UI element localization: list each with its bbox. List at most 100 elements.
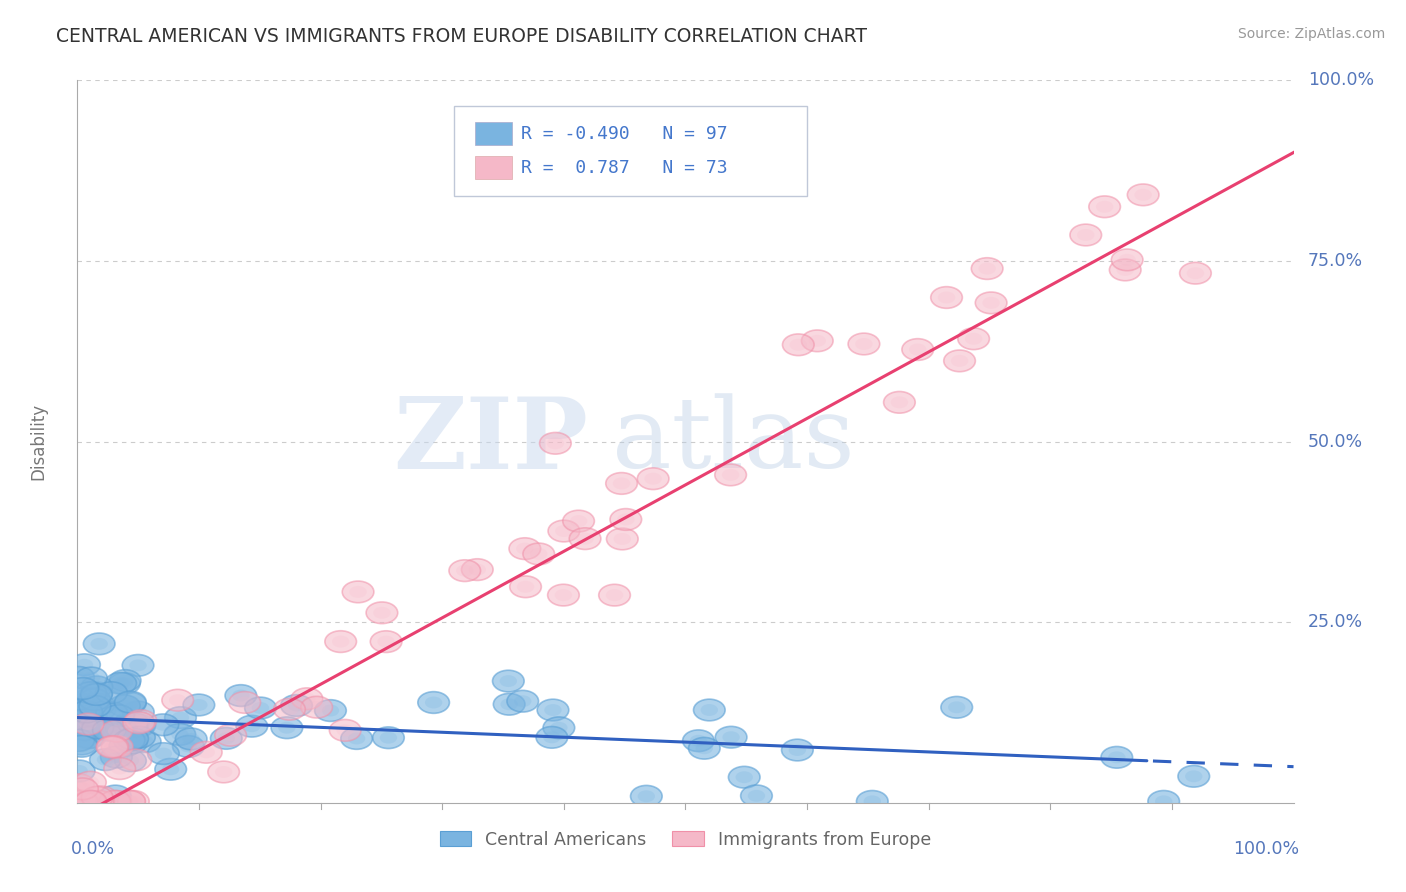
Ellipse shape — [537, 699, 569, 721]
Ellipse shape — [75, 681, 107, 704]
Ellipse shape — [122, 655, 153, 676]
Ellipse shape — [366, 602, 398, 624]
Ellipse shape — [1180, 262, 1211, 284]
Ellipse shape — [340, 728, 373, 749]
Ellipse shape — [118, 713, 149, 734]
Ellipse shape — [82, 796, 100, 807]
Ellipse shape — [638, 790, 655, 802]
Ellipse shape — [543, 731, 561, 743]
Ellipse shape — [114, 790, 145, 813]
Ellipse shape — [1178, 765, 1209, 787]
Ellipse shape — [418, 691, 450, 714]
Ellipse shape — [125, 796, 142, 807]
Ellipse shape — [748, 789, 765, 802]
Ellipse shape — [461, 558, 494, 581]
Ellipse shape — [218, 732, 235, 744]
Ellipse shape — [90, 796, 108, 807]
Ellipse shape — [183, 733, 200, 745]
Ellipse shape — [65, 721, 96, 743]
Ellipse shape — [107, 796, 124, 807]
Ellipse shape — [274, 698, 305, 720]
Ellipse shape — [976, 292, 1007, 314]
Ellipse shape — [67, 694, 100, 715]
Text: 0.0%: 0.0% — [72, 840, 115, 858]
Ellipse shape — [77, 706, 96, 718]
Ellipse shape — [76, 723, 93, 735]
Ellipse shape — [630, 786, 662, 807]
Ellipse shape — [190, 699, 208, 711]
Ellipse shape — [501, 698, 517, 710]
Ellipse shape — [696, 742, 713, 755]
Ellipse shape — [957, 328, 990, 350]
Ellipse shape — [555, 589, 572, 601]
Ellipse shape — [67, 678, 98, 699]
Ellipse shape — [965, 333, 983, 344]
Ellipse shape — [122, 716, 153, 738]
Ellipse shape — [82, 676, 112, 698]
Ellipse shape — [118, 790, 149, 813]
Ellipse shape — [548, 520, 579, 541]
Ellipse shape — [499, 675, 517, 687]
Ellipse shape — [131, 717, 148, 729]
Ellipse shape — [377, 636, 395, 648]
Ellipse shape — [298, 693, 315, 705]
Ellipse shape — [97, 736, 129, 757]
Ellipse shape — [83, 694, 115, 715]
Ellipse shape — [336, 724, 354, 736]
Ellipse shape — [76, 687, 107, 709]
Ellipse shape — [637, 468, 669, 490]
Ellipse shape — [66, 733, 97, 755]
Ellipse shape — [173, 736, 204, 757]
Ellipse shape — [110, 710, 127, 722]
Ellipse shape — [101, 721, 132, 742]
Ellipse shape — [82, 776, 98, 789]
Ellipse shape — [115, 750, 146, 772]
Ellipse shape — [100, 785, 131, 807]
Ellipse shape — [96, 736, 128, 758]
Ellipse shape — [124, 733, 141, 745]
Ellipse shape — [855, 338, 873, 350]
Ellipse shape — [236, 697, 253, 708]
Ellipse shape — [508, 690, 538, 712]
Ellipse shape — [75, 726, 105, 748]
Ellipse shape — [110, 670, 141, 691]
Ellipse shape — [1111, 249, 1143, 270]
Ellipse shape — [73, 796, 90, 807]
Ellipse shape — [543, 717, 575, 739]
Ellipse shape — [66, 778, 98, 799]
Ellipse shape — [70, 698, 101, 719]
Ellipse shape — [492, 670, 524, 692]
Ellipse shape — [100, 724, 117, 736]
Ellipse shape — [80, 731, 97, 744]
Ellipse shape — [125, 717, 142, 730]
Ellipse shape — [370, 631, 402, 652]
Ellipse shape — [1088, 196, 1121, 218]
Ellipse shape — [108, 673, 141, 694]
Ellipse shape — [90, 698, 107, 711]
Ellipse shape — [1187, 268, 1204, 279]
Ellipse shape — [72, 714, 104, 735]
Ellipse shape — [96, 681, 128, 704]
Ellipse shape — [83, 672, 100, 684]
Ellipse shape — [540, 433, 571, 454]
Ellipse shape — [76, 694, 107, 716]
Ellipse shape — [941, 697, 973, 718]
Text: R =  0.787   N = 73: R = 0.787 N = 73 — [522, 159, 728, 177]
Ellipse shape — [516, 542, 533, 555]
Ellipse shape — [115, 732, 148, 754]
Ellipse shape — [723, 731, 740, 743]
Ellipse shape — [856, 790, 889, 813]
Ellipse shape — [610, 508, 641, 530]
Text: Source: ZipAtlas.com: Source: ZipAtlas.com — [1237, 27, 1385, 41]
Ellipse shape — [82, 787, 112, 808]
Ellipse shape — [689, 738, 720, 759]
Ellipse shape — [82, 702, 98, 714]
Ellipse shape — [808, 334, 825, 347]
Ellipse shape — [114, 730, 145, 751]
Ellipse shape — [741, 785, 772, 806]
Ellipse shape — [124, 726, 155, 748]
Ellipse shape — [972, 258, 1002, 279]
Ellipse shape — [96, 702, 128, 723]
Ellipse shape — [863, 796, 882, 807]
Ellipse shape — [222, 730, 239, 741]
